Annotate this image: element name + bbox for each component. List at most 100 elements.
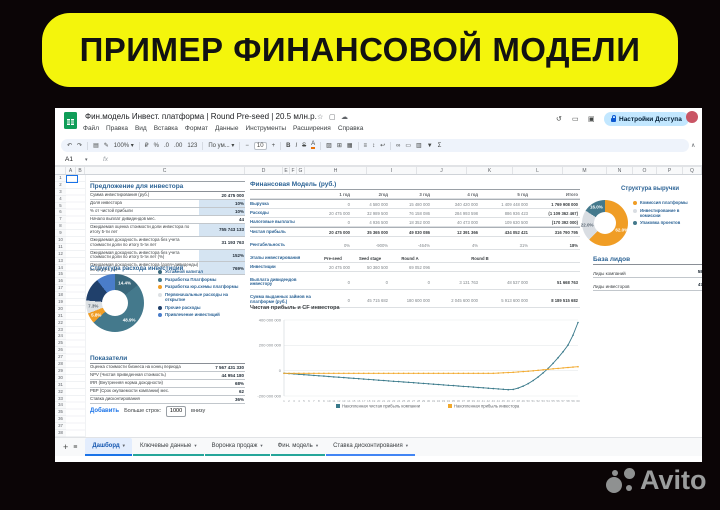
functions-icon[interactable]: Σ: [437, 142, 442, 149]
col-header-H[interactable]: H: [305, 167, 367, 174]
col-header-B[interactable]: B: [76, 167, 85, 174]
row-header-16[interactable]: 16: [55, 278, 66, 286]
col-header-C[interactable]: C: [85, 167, 245, 174]
insert-comment-icon[interactable]: ▭: [405, 143, 412, 149]
font-size-value[interactable]: 10: [253, 141, 267, 150]
row-header-37[interactable]: 37: [55, 423, 66, 430]
name-box-caret-icon[interactable]: ▾: [85, 157, 88, 163]
selected-cell[interactable]: [66, 175, 78, 183]
col-header-A[interactable]: A: [66, 167, 76, 174]
row-header-28[interactable]: 28: [55, 361, 66, 368]
meet-icon[interactable]: ▣: [588, 116, 595, 123]
zoom-select[interactable]: 100% ▾: [113, 143, 134, 149]
text-wrap-icon[interactable]: ↩: [380, 143, 386, 149]
paint-format-icon[interactable]: ✎: [103, 143, 109, 149]
star-icon[interactable]: ☆: [317, 114, 324, 121]
text-color-icon[interactable]: A: [311, 141, 316, 149]
version-history-icon[interactable]: ↺: [556, 116, 562, 123]
add-sheet-icon[interactable]: +: [63, 442, 69, 452]
move-folder-icon[interactable]: ▢: [329, 114, 336, 121]
row-header-34[interactable]: 34: [55, 402, 66, 410]
row-header-3[interactable]: 3: [55, 189, 66, 196]
add-rows-count-input[interactable]: [166, 405, 187, 417]
col-header-P[interactable]: P: [657, 167, 683, 174]
col-header-K[interactable]: K: [467, 167, 513, 174]
col-header-N[interactable]: N: [607, 167, 633, 174]
row-header-25[interactable]: 25: [55, 340, 66, 348]
row-header-14[interactable]: 14: [55, 265, 66, 272]
currency-icon[interactable]: ₽: [144, 143, 149, 149]
fill-color-icon[interactable]: ▨: [326, 143, 332, 149]
tab-caret-icon[interactable]: ▾: [315, 443, 319, 448]
row-header-13[interactable]: 13: [55, 258, 66, 265]
row-header-8[interactable]: 8: [55, 223, 66, 231]
col-header-O[interactable]: O: [633, 167, 657, 174]
print-icon[interactable]: ▤: [93, 143, 99, 149]
row-header-36[interactable]: 36: [55, 416, 66, 424]
tab-caret-icon[interactable]: ▾: [194, 443, 197, 448]
name-box[interactable]: A1: [65, 156, 73, 163]
col-header-D[interactable]: D: [245, 167, 283, 174]
row-header-27[interactable]: 27: [55, 354, 66, 362]
col-header-Q[interactable]: Q: [683, 167, 702, 174]
row-header-12[interactable]: 12: [55, 251, 66, 258]
row-header-32[interactable]: 32: [55, 389, 66, 396]
row-header-17[interactable]: 17: [55, 285, 66, 293]
row-header-33[interactable]: 33: [55, 396, 66, 403]
bold-icon[interactable]: B: [286, 142, 291, 149]
menu-item-7[interactable]: Расширения: [293, 125, 331, 132]
row-header-10[interactable]: 10: [55, 237, 66, 244]
menu-item-1[interactable]: Правка: [105, 125, 128, 132]
row-header-30[interactable]: 30: [55, 375, 66, 382]
row-header-20[interactable]: 20: [55, 306, 66, 313]
row-header-19[interactable]: 19: [55, 299, 66, 306]
col-header-F[interactable]: F: [290, 167, 297, 174]
insert-link-icon[interactable]: ∞: [396, 142, 401, 149]
row-header-5[interactable]: 5: [55, 203, 66, 210]
row-header-35[interactable]: 35: [55, 409, 66, 417]
merge-cells-icon[interactable]: ▦: [346, 143, 353, 149]
insert-chart-icon[interactable]: ▥: [416, 143, 422, 149]
font-select[interactable]: По ум... ▾: [208, 143, 235, 149]
redo-icon[interactable]: ↷: [77, 143, 83, 149]
vertical-align-icon[interactable]: ↕: [372, 142, 376, 149]
row-header-21[interactable]: 21: [55, 313, 66, 320]
tab-фин-модель[interactable]: Фин. модель ▾: [270, 438, 326, 456]
col-header-E[interactable]: E: [283, 167, 290, 174]
row-header-22[interactable]: 22: [55, 320, 66, 327]
row-header-2[interactable]: 2: [55, 182, 66, 189]
share-button[interactable]: Настройки Доступа: [604, 112, 689, 126]
row-header-23[interactable]: 23: [55, 327, 66, 334]
tab-ключевые-данные[interactable]: Ключевые данные ▾: [132, 438, 204, 456]
row-header-31[interactable]: 31: [55, 382, 66, 389]
tab-caret-icon[interactable]: ▾: [122, 443, 125, 448]
row-header-11[interactable]: 11: [55, 244, 66, 251]
avatar[interactable]: [686, 111, 698, 123]
row-header-29[interactable]: 29: [55, 368, 66, 375]
percent-icon[interactable]: %: [153, 142, 159, 149]
col-header-G[interactable]: G: [297, 167, 305, 174]
col-header-J[interactable]: J: [417, 167, 467, 174]
tab-ставка-дисконтирования[interactable]: Ставка дисконтирования ▾: [326, 438, 415, 456]
row-header-1[interactable]: 1: [55, 175, 66, 182]
row-header-9[interactable]: 9: [55, 230, 66, 238]
row-header-38[interactable]: 38: [55, 430, 66, 437]
tab-caret-icon[interactable]: ▾: [260, 443, 263, 448]
menu-item-8[interactable]: Справка: [337, 125, 364, 132]
tab-воронка-продаж[interactable]: Воронка продаж ▾: [204, 438, 270, 456]
horizontal-align-icon[interactable]: ≡: [363, 142, 368, 149]
tab-caret-icon[interactable]: ▾: [405, 443, 408, 448]
row-header-6[interactable]: 6: [55, 209, 66, 217]
col-header-M[interactable]: M: [563, 167, 607, 174]
collapse-toolbar-icon[interactable]: ∧: [691, 143, 696, 149]
row-header-18[interactable]: 18: [55, 292, 66, 300]
menu-item-6[interactable]: Инструменты: [245, 125, 286, 132]
corner-cell[interactable]: [55, 167, 66, 174]
strikethrough-icon[interactable]: S: [302, 142, 307, 149]
row-header-24[interactable]: 24: [55, 333, 66, 341]
add-rows-button[interactable]: Добавить: [90, 408, 120, 414]
menu-item-3[interactable]: Вставка: [153, 125, 178, 132]
row-header-4[interactable]: 4: [55, 196, 66, 203]
font-size-increase-icon[interactable]: +: [271, 142, 276, 149]
col-header-L[interactable]: L: [513, 167, 563, 174]
